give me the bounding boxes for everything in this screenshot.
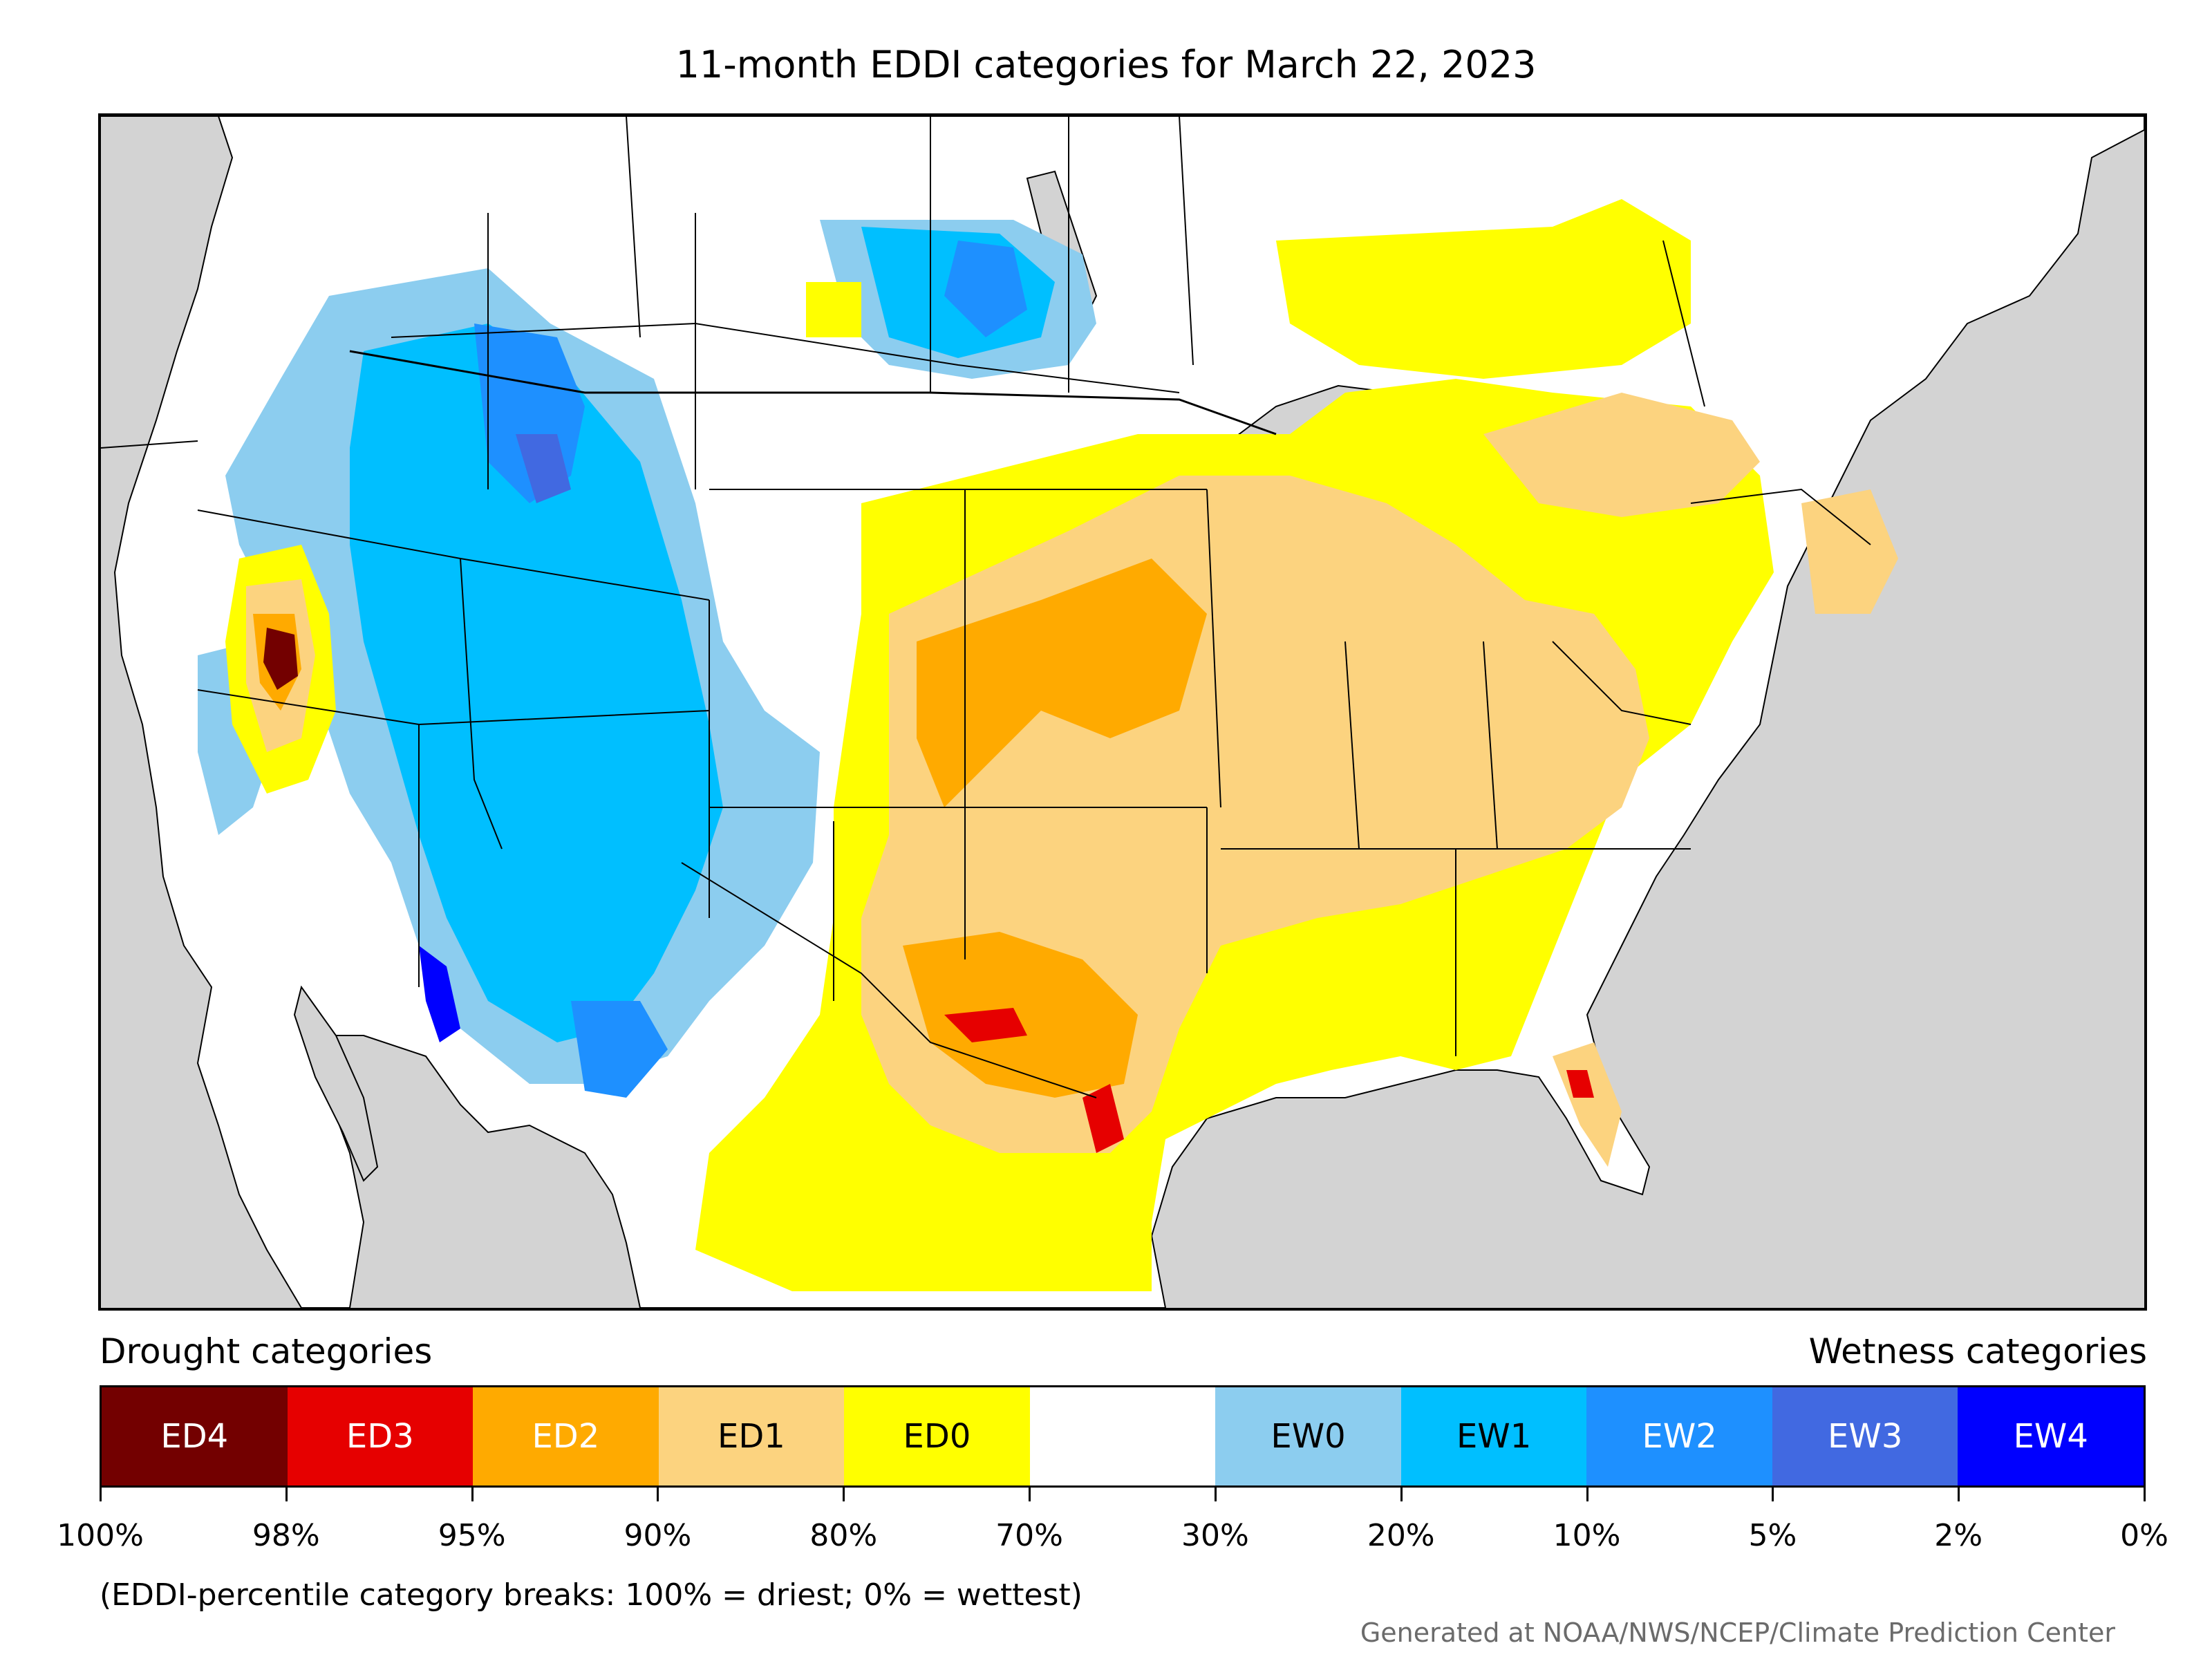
colorbar-tick-label: 95% — [438, 1518, 506, 1553]
category-swatch-ew2: EW2 — [1586, 1387, 1772, 1485]
colorbar-tick — [1029, 1488, 1031, 1501]
colorbar-tick-label: 80% — [809, 1518, 878, 1553]
canada-us-border — [349, 350, 1277, 435]
category-swatch-ew1: EW1 — [1400, 1387, 1587, 1485]
percentile-footnote: (EDDI-percentile category breaks: 100% =… — [100, 1577, 1082, 1613]
colorbar-tick — [1586, 1488, 1588, 1501]
colorbar-tick-label: 10% — [1553, 1518, 1621, 1553]
colorbar-tick-label: 30% — [1181, 1518, 1249, 1553]
category-swatch-ed1: ED1 — [658, 1387, 845, 1485]
state-borders — [101, 116, 1871, 1098]
map-title: 11-month EDDI categories for March 22, 2… — [675, 43, 1537, 86]
colorbar-tick — [2144, 1488, 2146, 1501]
category-swatch-ew0: EW0 — [1215, 1387, 1401, 1485]
colorbar-ticks — [100, 1488, 2146, 1501]
colorbar-tick — [471, 1488, 474, 1501]
colorbar-tick-label: 100% — [57, 1518, 144, 1553]
colorbar-tick-label: 98% — [252, 1518, 320, 1553]
category-swatch-normal — [1029, 1387, 1216, 1485]
category-swatch-ew3: EW3 — [1772, 1387, 1958, 1485]
colorbar-tick-label: 20% — [1367, 1518, 1435, 1553]
colorbar-tick-label: 70% — [995, 1518, 1063, 1553]
colorbar-tick-label: 90% — [624, 1518, 692, 1553]
colorbar-tick — [657, 1488, 659, 1501]
drought-categories-label: Drought categories — [100, 1331, 433, 1371]
colorbar-tick — [1214, 1488, 1217, 1501]
colorbar-tick-label: 0% — [2120, 1518, 2168, 1553]
category-swatch-ed3: ED3 — [287, 1387, 474, 1485]
map-canvas — [101, 116, 2144, 1308]
category-swatch-ew4: EW4 — [1958, 1387, 2144, 1485]
colorbar-tick-label: 5% — [1748, 1518, 1797, 1553]
category-swatch-ed0: ED0 — [844, 1387, 1030, 1485]
colorbar-tick — [1772, 1488, 1774, 1501]
colorbar-tick — [285, 1488, 288, 1501]
colorbar-tick — [100, 1488, 102, 1501]
california-drought — [225, 545, 336, 794]
wetness-regions — [198, 220, 1096, 1098]
category-colorbar: ED4 ED3 ED2 ED1 ED0 EW0 EW1 EW2 EW3 EW4 — [100, 1385, 2146, 1488]
colorbar-tick — [843, 1488, 845, 1501]
colorbar-tick-label: 2% — [1934, 1518, 1983, 1553]
gulf-of-california — [293, 985, 379, 1182]
colorbar-tick — [1400, 1488, 1403, 1501]
category-swatch-ed4: ED4 — [102, 1387, 288, 1485]
colorbar-tick — [1958, 1488, 1960, 1501]
source-credit: Generated at NOAA/NWS/NCEP/Climate Predi… — [1360, 1618, 2115, 1648]
category-swatch-ed2: ED2 — [473, 1387, 659, 1485]
eddi-map — [98, 113, 2147, 1311]
wetness-categories-label: Wetness categories — [1808, 1331, 2147, 1371]
